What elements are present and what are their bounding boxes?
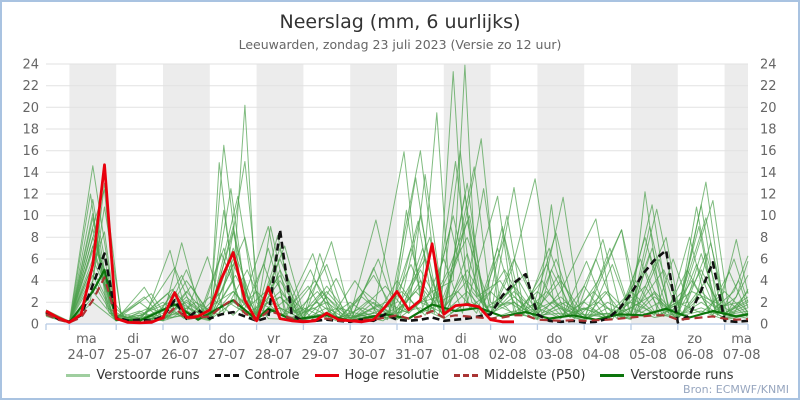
legend-label: Middelste (P50) bbox=[483, 368, 586, 383]
y-tick-label-right: 18 bbox=[760, 123, 777, 138]
y-tick-label-right: 10 bbox=[760, 209, 777, 224]
x-tick-date: 05-08 bbox=[629, 348, 667, 363]
x-tick-day: do bbox=[546, 332, 562, 347]
x-tick-day: do bbox=[219, 332, 235, 347]
page-title: Neerslag (mm, 6 uurlijks) bbox=[279, 11, 521, 33]
y-tick-label-left: 16 bbox=[22, 144, 39, 159]
x-tick-date: 06-08 bbox=[676, 348, 714, 363]
y-tick-label-left: 20 bbox=[22, 101, 39, 116]
y-tick-label-right: 6 bbox=[760, 253, 768, 268]
x-tick-date: 28-07 bbox=[255, 348, 293, 363]
legend-item-controle-1[interactable]: Controle bbox=[214, 368, 300, 383]
y-tick-label-right: 20 bbox=[760, 101, 777, 116]
x-tick-day: di bbox=[455, 332, 467, 347]
series-lines bbox=[45, 64, 749, 325]
y-tick-label-right: 2 bbox=[760, 296, 768, 311]
legend-item-middelste-p50--3[interactable]: Middelste (P50) bbox=[453, 368, 586, 383]
y-tick-label-left: 4 bbox=[31, 274, 39, 289]
x-tick-day: ma bbox=[404, 332, 425, 347]
legend-item-verstoorde-runs-0[interactable]: Verstoorde runs bbox=[66, 368, 200, 383]
x-tick-day: ma bbox=[731, 332, 752, 347]
x-tick-day: di bbox=[127, 332, 139, 347]
y-tick-label-right: 24 bbox=[760, 58, 777, 73]
x-tick-day: vr bbox=[267, 332, 281, 347]
x-tick-date: 03-08 bbox=[536, 348, 574, 363]
x-tick-date: 24-07 bbox=[68, 348, 106, 363]
x-tick-date: 25-07 bbox=[114, 348, 152, 363]
series-member bbox=[45, 217, 749, 324]
y-tick-label-left: 18 bbox=[22, 123, 39, 138]
y-tick-label-left: 8 bbox=[31, 231, 39, 246]
y-tick-label-left: 24 bbox=[22, 58, 39, 73]
legend-marker-icon bbox=[314, 374, 339, 377]
legend-label: Verstoorde runs bbox=[630, 368, 734, 383]
legend-item-verstoorde-runs-4[interactable]: Verstoorde runs bbox=[600, 368, 734, 383]
x-tick-day: zo bbox=[360, 332, 375, 347]
x-tick-date: 27-07 bbox=[208, 348, 246, 363]
x-tick-date: 26-07 bbox=[161, 348, 199, 363]
x-tick-day: ma bbox=[76, 332, 97, 347]
series-hres bbox=[45, 163, 514, 325]
y-tick-label-left: 6 bbox=[31, 253, 39, 268]
x-axis bbox=[45, 323, 749, 330]
x-tick-day: vr bbox=[595, 332, 609, 347]
y-tick-label-left: 12 bbox=[22, 188, 39, 203]
y-tick-label-right: 0 bbox=[760, 318, 768, 333]
y-tick-label-right: 22 bbox=[760, 79, 777, 94]
legend-label: Verstoorde runs bbox=[96, 368, 200, 383]
legend-marker-icon bbox=[453, 374, 478, 377]
legend-label: Controle bbox=[244, 368, 300, 383]
legend-marker-icon bbox=[600, 374, 625, 377]
x-tick-date: 04-08 bbox=[582, 348, 620, 363]
x-tick-day: za bbox=[641, 332, 656, 347]
y-tick-label-left: 22 bbox=[22, 79, 39, 94]
x-axis-labels: ma24-07di25-07wo26-07do27-07vr28-07za29-… bbox=[68, 332, 761, 363]
x-tick-date: 02-08 bbox=[489, 348, 527, 363]
x-tick-date: 31-07 bbox=[395, 348, 433, 363]
x-tick-day: wo bbox=[171, 332, 190, 347]
series-member bbox=[45, 150, 749, 323]
series-member bbox=[45, 204, 749, 324]
x-tick-date: 29-07 bbox=[302, 348, 340, 363]
legend-item-hoge-resolutie-2[interactable]: Hoge resolutie bbox=[314, 368, 439, 383]
x-tick-day: wo bbox=[498, 332, 517, 347]
legend: Verstoorde runs Controle Hoge resolutie Mid… bbox=[2, 368, 798, 383]
y-tick-label-right: 8 bbox=[760, 231, 768, 246]
x-tick-day: za bbox=[313, 332, 328, 347]
y-tick-label-left: 2 bbox=[31, 296, 39, 311]
y-tick-label-left: 0 bbox=[31, 318, 39, 333]
x-tick-date: 30-07 bbox=[348, 348, 386, 363]
legend-marker-icon bbox=[214, 374, 239, 377]
y-tick-label-right: 16 bbox=[760, 144, 777, 159]
y-tick-label-right: 12 bbox=[760, 188, 777, 203]
y-tick-label-left: 14 bbox=[22, 166, 39, 181]
legend-label: Hoge resolutie bbox=[344, 368, 439, 383]
y-tick-label-left: 10 bbox=[22, 209, 39, 224]
x-tick-day: zo bbox=[687, 332, 702, 347]
legend-marker-icon bbox=[66, 374, 91, 377]
y-tick-label-right: 14 bbox=[760, 166, 777, 181]
y-tick-label-right: 4 bbox=[760, 274, 768, 289]
chart-subtitle: Leeuwarden, zondag 23 juli 2023 (Versie … bbox=[238, 37, 562, 52]
x-tick-date: 01-08 bbox=[442, 348, 480, 363]
credits-text: Bron: ECMWF/KNMI bbox=[683, 383, 789, 396]
x-tick-date: 07-08 bbox=[723, 348, 761, 363]
